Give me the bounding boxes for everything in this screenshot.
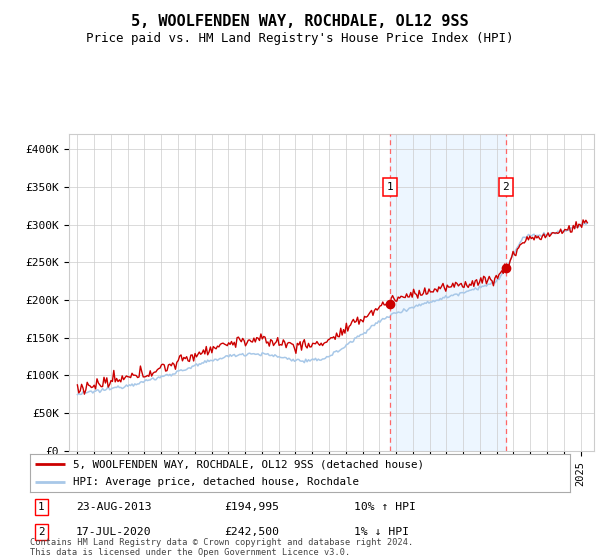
Text: 23-AUG-2013: 23-AUG-2013 [76, 502, 152, 512]
Text: 17-JUL-2020: 17-JUL-2020 [76, 527, 152, 537]
Text: 1: 1 [387, 182, 394, 192]
Text: 1% ↓ HPI: 1% ↓ HPI [354, 527, 409, 537]
Text: 1: 1 [38, 502, 44, 512]
Text: 5, WOOLFENDEN WAY, ROCHDALE, OL12 9SS: 5, WOOLFENDEN WAY, ROCHDALE, OL12 9SS [131, 14, 469, 29]
Text: £242,500: £242,500 [224, 527, 280, 537]
Text: Price paid vs. HM Land Registry's House Price Index (HPI): Price paid vs. HM Land Registry's House … [86, 32, 514, 45]
Text: 2: 2 [502, 182, 509, 192]
Text: HPI: Average price, detached house, Rochdale: HPI: Average price, detached house, Roch… [73, 477, 359, 487]
Text: 10% ↑ HPI: 10% ↑ HPI [354, 502, 416, 512]
Text: 5, WOOLFENDEN WAY, ROCHDALE, OL12 9SS (detached house): 5, WOOLFENDEN WAY, ROCHDALE, OL12 9SS (d… [73, 459, 424, 469]
Bar [390, 134, 506, 451]
Text: Contains HM Land Registry data © Crown copyright and database right 2024.
This d: Contains HM Land Registry data © Crown c… [30, 538, 413, 557]
Text: £194,995: £194,995 [224, 502, 280, 512]
Text: 2: 2 [38, 527, 44, 537]
